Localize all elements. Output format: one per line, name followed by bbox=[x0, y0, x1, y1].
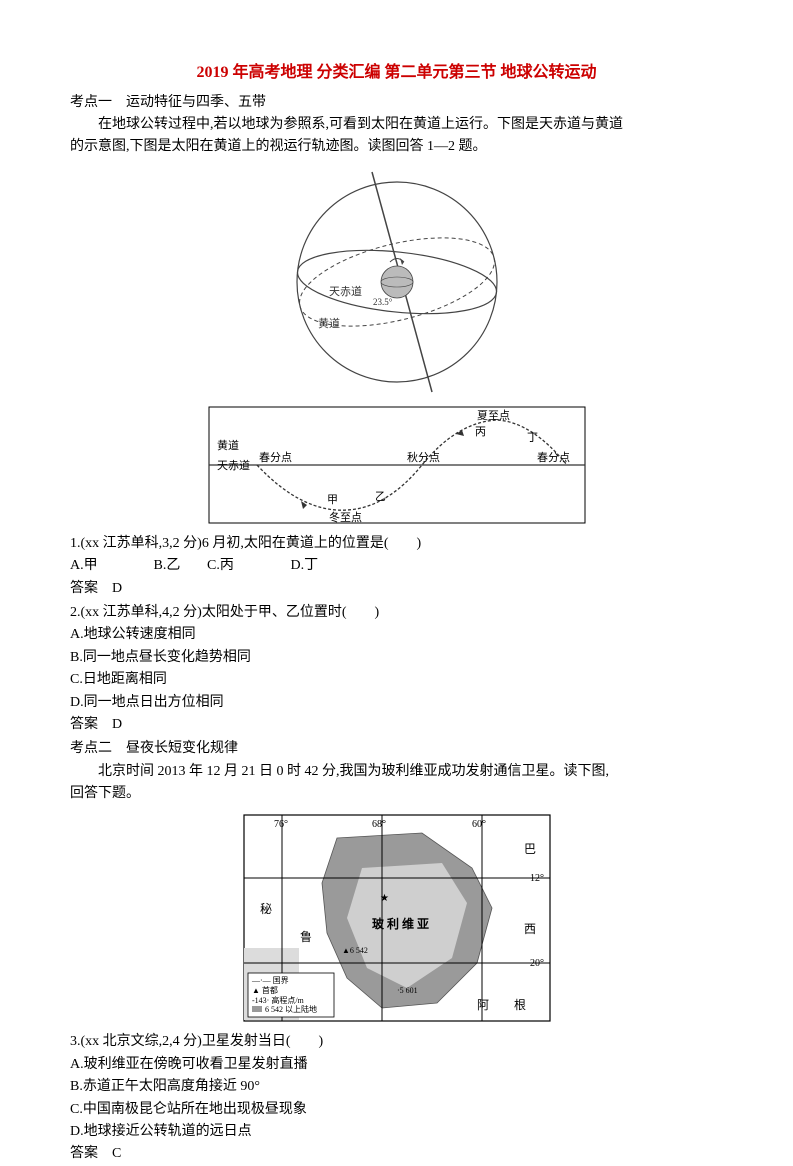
svg-text:★: ★ bbox=[380, 893, 389, 904]
label-bolivia: 玻 利 维 亚 bbox=[372, 916, 429, 931]
lat-12: 12° bbox=[530, 873, 544, 884]
kaodian-2: 考点二 昼夜长短变化规律 bbox=[70, 738, 723, 760]
label-ding: 丁 bbox=[527, 432, 538, 444]
q1-stem: 1.(xx 江苏单科,3,2 分)6 月初,太阳在黄道上的位置是( ) bbox=[70, 533, 723, 555]
q2-optD: D.同一地点日出方位相同 bbox=[70, 692, 723, 714]
intro-2b: 回答下题。 bbox=[70, 783, 723, 805]
label-qiufen: 秋分点 bbox=[407, 450, 440, 464]
figure-celestial-sphere: 天赤道 黄道 23.5° bbox=[70, 167, 723, 397]
label-huangdao: 黄道 bbox=[318, 316, 340, 330]
label-ba: 巴 bbox=[524, 842, 536, 856]
q3-optD: D.地球接近公转轨道的远日点 bbox=[70, 1121, 723, 1143]
label-huangdao2: 黄道 bbox=[217, 438, 239, 452]
legend-shade: 6 542 以上陆地 bbox=[265, 1004, 317, 1014]
q3-optC: C.中国南极昆仑站所在地出现极昼现象 bbox=[70, 1099, 723, 1121]
label-angle: 23.5° bbox=[373, 297, 393, 307]
label-bing: 丙 bbox=[475, 426, 486, 438]
q2-optA: A.地球公转速度相同 bbox=[70, 624, 723, 646]
lon-60: 60° bbox=[472, 819, 486, 830]
intro-1a: 在地球公转过程中,若以地球为参照系,可看到太阳在黄道上运行。下图是天赤道与黄道 bbox=[70, 114, 723, 136]
q1-optC: C.丙 bbox=[207, 555, 287, 577]
q2-optC: C.日地距离相同 bbox=[70, 669, 723, 691]
svg-text:·5 601: ·5 601 bbox=[397, 986, 418, 995]
q3-answer: 答案 C bbox=[70, 1143, 723, 1165]
label-chunfen-r: 春分点 bbox=[537, 451, 570, 464]
legend-capital: ▲ 首都 bbox=[252, 985, 278, 995]
figure-ecliptic-wave: 黄道 天赤道 春分点 春分点 秋分点 夏至点 冬至点 甲 乙 丙 丁 bbox=[70, 405, 723, 525]
label-yi: 乙 bbox=[375, 490, 386, 503]
q3-optB: B.赤道正午太阳高度角接近 90° bbox=[70, 1076, 723, 1098]
label-tianchidao: 天赤道 bbox=[329, 284, 362, 298]
q1-optB: B.乙 bbox=[154, 555, 204, 577]
q1-options: A.甲 B.乙 C.丙 D.丁 bbox=[70, 555, 723, 577]
q1-answer: 答案 D bbox=[70, 578, 723, 600]
legend-elev: -143· 高程点/m bbox=[252, 995, 305, 1005]
intro-2a: 北京时间 2013 年 12 月 21 日 0 时 42 分,我国为玻利维亚成功… bbox=[70, 761, 723, 783]
q1-optD: D.丁 bbox=[291, 555, 319, 577]
label-peru: 秘 bbox=[260, 902, 272, 916]
q3-optA: A.玻利维亚在傍晚可收看卫星发射直播 bbox=[70, 1054, 723, 1076]
legend-guojie: —·— 国界 bbox=[251, 976, 289, 985]
q3-stem: 3.(xx 北京文综,2,4 分)卫星发射当日( ) bbox=[70, 1031, 723, 1053]
figure-bolivia-map: 76° 68° 60° 12° 20° 秘 鲁 玻 利 维 亚 巴 西 阿 根 … bbox=[70, 813, 723, 1023]
q2-optB: B.同一地点昼长变化趋势相同 bbox=[70, 647, 723, 669]
label-lu: 鲁 bbox=[300, 930, 312, 944]
lon-76: 76° bbox=[274, 819, 288, 830]
q2-stem: 2.(xx 江苏单科,4,2 分)太阳处于甲、乙位置时( ) bbox=[70, 602, 723, 624]
q1-optA: A.甲 bbox=[70, 555, 150, 577]
label-gen: 根 bbox=[514, 998, 526, 1012]
label-a: 阿 bbox=[477, 998, 489, 1012]
lon-68: 68° bbox=[372, 819, 386, 830]
q2-answer: 答案 D bbox=[70, 714, 723, 736]
label-dongzhi: 冬至点 bbox=[329, 510, 362, 524]
label-xiazhi: 夏至点 bbox=[477, 409, 510, 422]
intro-1b: 的示意图,下图是太阳在黄道上的视运行轨迹图。读图回答 1—2 题。 bbox=[70, 136, 723, 158]
title-text: 2019 年高考地理 分类汇编 第二单元第三节 地球公转运动 bbox=[196, 64, 596, 81]
label-xi: 西 bbox=[524, 922, 536, 936]
label-chunfen-l: 春分点 bbox=[259, 451, 292, 464]
svg-text:▲6 542: ▲6 542 bbox=[342, 946, 368, 955]
page-title: 2019 年高考地理 分类汇编 第二单元第三节 地球公转运动 bbox=[70, 60, 723, 86]
kaodian-1: 考点一 运动特征与四季、五带 bbox=[70, 92, 723, 114]
label-jia: 甲 bbox=[327, 494, 338, 506]
label-tianchidao2: 天赤道 bbox=[217, 458, 250, 472]
lat-20: 20° bbox=[530, 958, 544, 969]
